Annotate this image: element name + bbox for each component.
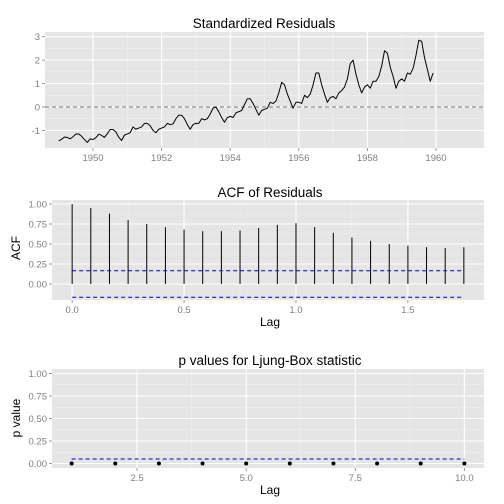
ljung-box-y-tick-label: 1.00 — [29, 369, 48, 380]
residuals-tick-labels: 1950 1952 1954 1956 1958 1960 -1 0 1 2 3 — [32, 32, 447, 164]
acf-y-tick-label: 0.75 — [29, 220, 48, 231]
residuals-x-tick-label: 1958 — [357, 153, 378, 164]
acf-y-tick-label: 1.00 — [29, 200, 48, 211]
ljung-box-y-tick-label: 0.75 — [29, 392, 48, 403]
ljung-box-panel: p values for Ljung-Box statistic 2.5 5.0 7… — [9, 353, 484, 497]
residuals-x-tick-label: 1960 — [425, 153, 446, 164]
residuals-y-tick-label: -1 — [32, 126, 40, 137]
residuals-line — [58, 39, 434, 143]
residuals-y-tick-label: 0 — [35, 102, 40, 113]
residuals-x-tick-label: 1954 — [220, 153, 241, 164]
ljung-box-point — [462, 461, 467, 466]
acf-title: ACF of Residuals — [217, 185, 322, 200]
ljung-box-point — [418, 461, 423, 466]
ljung-box-point — [69, 461, 74, 466]
acf-y-axis-title: ACF — [9, 236, 23, 260]
ljung-box-point — [375, 461, 380, 466]
ljung-box-point — [287, 461, 292, 466]
acf-confidence-bounds — [72, 270, 464, 298]
acf-x-tick-label: 1.0 — [289, 305, 302, 316]
ljung-box-x-tick-label: 10.0 — [455, 473, 474, 484]
residuals-x-tick-label: 1950 — [82, 153, 103, 164]
ljung-box-points — [69, 461, 467, 466]
residuals-gridlines — [45, 32, 484, 148]
acf-y-tick-label: 0.00 — [29, 280, 48, 291]
ljung-box-x-tick-label: 5.0 — [240, 473, 253, 484]
ljung-box-point — [200, 461, 205, 466]
ljung-box-point — [113, 461, 118, 466]
residuals-series — [58, 39, 434, 143]
residuals-title: Standardized Residuals — [193, 16, 336, 31]
ljung-box-y-tick-label: 0.50 — [29, 414, 48, 425]
acf-tick-labels: 0.0 0.5 1.0 1.5 0.00 0.25 0.50 0.75 1.00 — [29, 200, 415, 317]
residuals-x-tick-label: 1952 — [151, 153, 172, 164]
acf-y-tick-label: 0.25 — [29, 260, 48, 271]
acf-panel: ACF of Residuals 0.0 0.5 1.0 1.5 0.00 0.25 0.5… — [9, 185, 484, 329]
ljung-box-point — [156, 461, 161, 466]
ljung-box-y-axis-title: p value — [9, 398, 23, 437]
ljung-box-x-tick-label: 2.5 — [130, 473, 143, 484]
ljung-box-point — [331, 461, 336, 466]
acf-x-tick-label: 0.5 — [177, 305, 190, 316]
ljung-box-tick-labels: 2.5 5.0 7.5 10.0 0.00 0.25 0.50 0.75 1.00 — [29, 369, 474, 484]
acf-plot-area — [52, 200, 484, 300]
acf-y-tick-label: 0.50 — [29, 240, 48, 251]
ljung-box-x-tick-label: 7.5 — [349, 473, 362, 484]
ljung-box-y-tick-label: 0.00 — [29, 459, 48, 470]
residuals-x-tick-label: 1956 — [288, 153, 309, 164]
acf-x-tick-label: 1.5 — [401, 305, 414, 316]
residuals-y-tick-label: 1 — [35, 79, 40, 90]
residuals-panel: Standardized Residuals 1950 1952 1954 1956 1… — [32, 16, 484, 164]
ljung-box-x-axis-title: Lag — [260, 483, 280, 497]
acf-x-tick-label: 0.0 — [66, 305, 79, 316]
ljung-box-y-tick-label: 0.25 — [29, 437, 48, 448]
acf-x-axis-title: Lag — [260, 315, 280, 329]
ljung-box-gridlines — [52, 369, 484, 468]
ljung-box-point — [244, 461, 249, 466]
residuals-y-tick-label: 3 — [35, 32, 40, 43]
acf-bars — [71, 204, 465, 284]
ljung-box-title: p values for Ljung-Box statistic — [178, 353, 361, 368]
residuals-y-tick-label: 2 — [35, 56, 40, 67]
